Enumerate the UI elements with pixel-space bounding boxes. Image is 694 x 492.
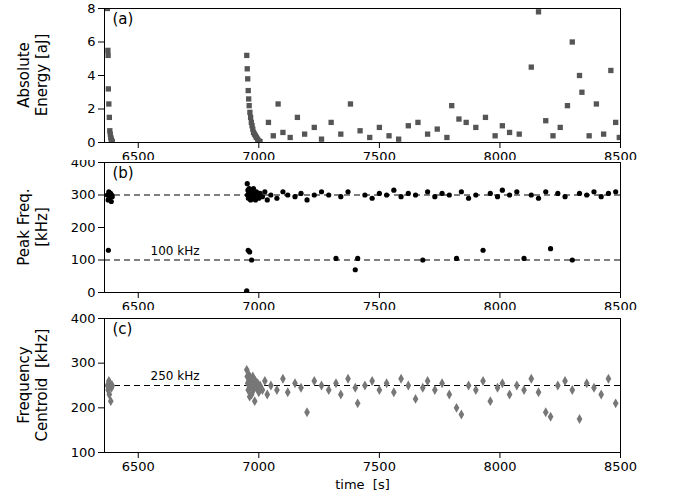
svg-text:(a): (a)	[113, 10, 134, 28]
svg-text:7500: 7500	[363, 459, 396, 474]
svg-text:300: 300	[71, 355, 96, 370]
svg-text:100 kHz: 100 kHz	[151, 244, 200, 258]
svg-text:7000: 7000	[242, 459, 275, 474]
svg-text:8: 8	[87, 1, 95, 16]
svg-text:time [s]: time [s]	[335, 477, 390, 492]
svg-text:Centroid [kHz]: Centroid [kHz]	[33, 329, 51, 442]
svg-text:6500: 6500	[122, 459, 155, 474]
svg-text:8500: 8500	[604, 299, 637, 310]
svg-text:2: 2	[87, 101, 95, 116]
svg-text:4: 4	[87, 68, 95, 83]
svg-text:Frequency: Frequency	[15, 346, 33, 424]
svg-text:(b): (b)	[113, 164, 134, 182]
svg-text:Peak Freq.: Peak Freq.	[15, 188, 33, 265]
svg-text:[kHz]: [kHz]	[33, 207, 51, 247]
svg-text:200: 200	[71, 220, 96, 235]
svg-text:Energy [aJ]: Energy [aJ]	[33, 34, 51, 117]
svg-text:8000: 8000	[483, 149, 516, 160]
svg-text:(c): (c)	[113, 320, 133, 338]
svg-text:8500: 8500	[604, 149, 637, 160]
svg-text:200: 200	[71, 400, 96, 415]
svg-text:0: 0	[87, 135, 95, 150]
svg-text:7500: 7500	[363, 299, 396, 310]
svg-text:7500: 7500	[363, 149, 396, 160]
svg-text:400: 400	[71, 311, 96, 326]
svg-text:300: 300	[71, 187, 96, 202]
svg-text:6500: 6500	[122, 149, 155, 160]
svg-text:7000: 7000	[242, 299, 275, 310]
svg-text:100: 100	[71, 445, 96, 460]
svg-text:8500: 8500	[604, 459, 637, 474]
svg-text:100: 100	[71, 252, 96, 267]
svg-text:6500: 6500	[122, 299, 155, 310]
svg-text:250 kHz: 250 kHz	[151, 369, 200, 383]
svg-text:8000: 8000	[483, 299, 516, 310]
svg-text:Absolute: Absolute	[15, 42, 33, 108]
svg-text:6: 6	[87, 34, 95, 49]
svg-text:8000: 8000	[483, 459, 516, 474]
svg-text:7000: 7000	[242, 149, 275, 160]
svg-text:0: 0	[87, 285, 95, 300]
svg-text:400: 400	[71, 160, 96, 170]
